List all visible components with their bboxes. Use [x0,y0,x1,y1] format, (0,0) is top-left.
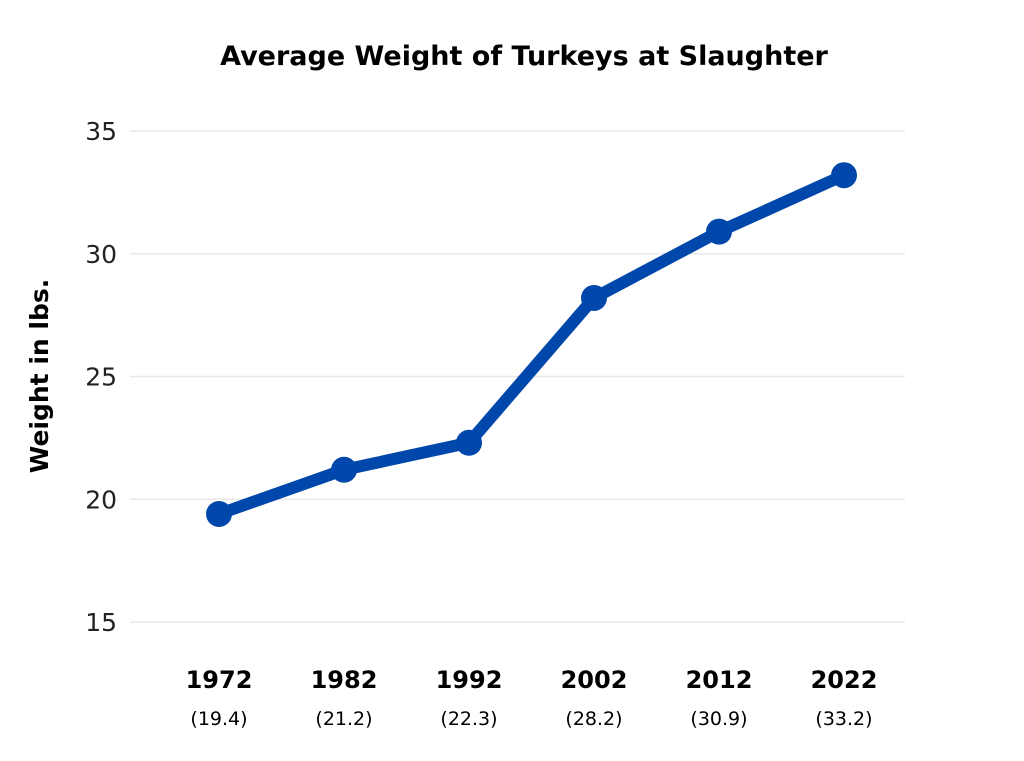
data-point [831,162,857,189]
data-point [456,429,482,456]
data-points [206,162,857,527]
data-point [581,284,607,311]
data-point [206,500,232,527]
x-tick-label: 2022 [811,666,878,694]
y-tick-labels: 15 20 25 30 35 [85,117,117,637]
value-labels: (19.4) (21.2) (22.3) (28.2) (30.9) (33.2) [190,708,872,730]
value-label: (22.3) [440,708,497,730]
y-axis-label: Weight in lbs. [25,279,54,473]
y-tick-label: 30 [85,240,117,269]
data-point [706,218,732,245]
y-tick-label: 25 [85,363,117,392]
chart-title: Average Weight of Turkeys at Slaughter [220,41,828,72]
value-label: (28.2) [565,708,622,730]
y-tick-label: 20 [85,485,117,514]
y-tick-label: 35 [85,117,117,146]
x-tick-label: 2012 [686,666,753,694]
x-tick-label: 2002 [561,666,628,694]
value-label: (21.2) [315,708,372,730]
data-point [331,456,357,483]
x-tick-label: 1972 [186,666,253,694]
x-tick-label: 1992 [436,666,503,694]
x-tick-labels: 1972 1982 1992 2002 2012 2022 [186,666,878,694]
series-line-layer [213,169,850,520]
value-label: (19.4) [190,708,247,730]
y-tick-label: 15 [85,608,117,637]
value-label: (30.9) [690,708,747,730]
series-line [213,169,850,520]
x-tick-label: 1982 [311,666,378,694]
value-label: (33.2) [815,708,872,730]
